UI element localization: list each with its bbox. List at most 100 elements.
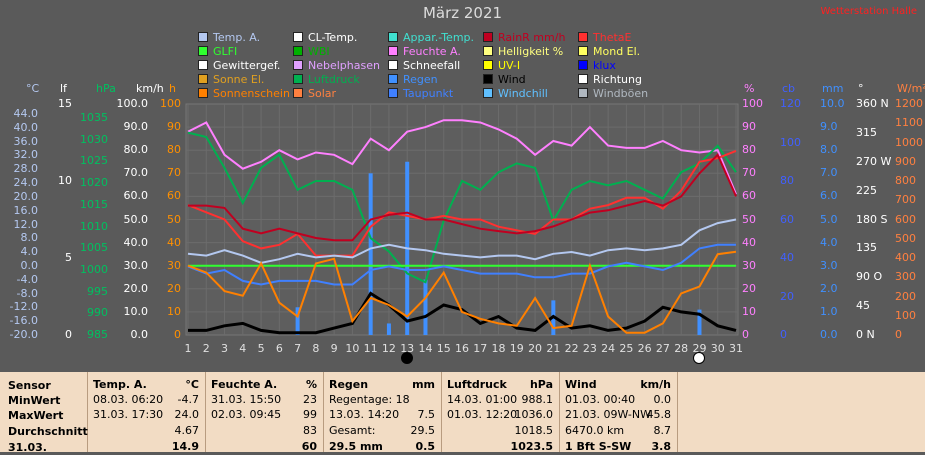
stats-hum-column: Feuchte A.% 31.03. 15:50 23 02.03. 09:45 99 8… [205, 372, 324, 453]
axis-unit-label: W/m² [897, 82, 925, 95]
legend-item[interactable]: Temp. A. [198, 31, 260, 45]
legend-label: Luftdruck [308, 73, 360, 86]
series-line [188, 153, 737, 242]
axis-tick-label: 900 [895, 154, 916, 168]
axis-tick-label: 100 [780, 135, 801, 149]
x-tick-label: 9 [331, 342, 338, 355]
legend-item[interactable]: Windböen [578, 87, 648, 101]
legend-item[interactable]: Gewittergef. [198, 59, 280, 73]
legend-label: UV-I [498, 59, 521, 72]
legend-item[interactable]: Taupunkt [388, 87, 453, 101]
legend-item[interactable]: Nebelphasen [293, 59, 380, 73]
x-tick-label: 29 [692, 342, 706, 355]
stats-value: 99 [303, 408, 317, 421]
full-moon-icon [693, 352, 706, 364]
axis-tick-label: 1000 [895, 135, 923, 149]
legend-item[interactable]: klux [578, 59, 616, 73]
series-line [187, 131, 737, 284]
axis-tick-label: 4.0 [820, 235, 838, 249]
axis-tick-label: 80 [742, 143, 756, 157]
x-tick-label: 26 [638, 342, 652, 355]
axis-tick-label: -16.0 [9, 314, 38, 328]
legend-label: klux [593, 59, 616, 72]
legend-item[interactable]: CL-Temp. [293, 31, 357, 45]
x-tick-label: 10 [345, 342, 359, 355]
legend-label: Feuchte A. [403, 45, 461, 58]
legend-item[interactable]: ThetaE [578, 31, 631, 45]
legend-item[interactable]: Wind [483, 73, 526, 87]
axis-tick-label: 12.0 [13, 217, 39, 231]
legend-label: Helligkeit % [498, 45, 564, 58]
x-tick-label: 5 [258, 342, 265, 355]
stats-value: 23 [303, 393, 317, 406]
legend-swatch [198, 32, 208, 42]
axis-tick-label: 5.0 [820, 212, 838, 226]
legend-item[interactable]: Sonne El. [198, 73, 264, 87]
stats-when: 14.03. 01:00 [447, 393, 518, 406]
legend-item[interactable]: Regen [388, 73, 438, 87]
grid [186, 104, 738, 335]
legend-item[interactable]: Helligkeit % [483, 45, 563, 59]
axis-tick-label: 40 [167, 235, 181, 249]
axis-tick-label: 600 [895, 212, 916, 226]
axis-tick-label: 7.0 [820, 166, 838, 180]
legend-label: ThetaE [593, 31, 632, 44]
axis-tick-label: 300 [895, 270, 916, 284]
legend-label: Nebelphasen [308, 59, 380, 72]
legend-item[interactable]: Richtung [578, 73, 642, 87]
stats-when: 31.03. 17:30 [93, 408, 164, 421]
x-tick-label: 28 [674, 342, 688, 355]
rain-bar [368, 173, 373, 335]
legend-item[interactable]: Windchill [483, 87, 548, 101]
axis-tick-label: 1.0 [820, 304, 838, 318]
legend-item[interactable]: Sonnenschein [198, 87, 290, 101]
legend-swatch [388, 46, 398, 56]
legend-item[interactable]: WBI [293, 45, 330, 59]
x-tick-label: 6 [276, 342, 283, 355]
stats-when: 29.5 mm [329, 440, 383, 453]
legend-item[interactable]: Feuchte A. [388, 45, 461, 59]
axis-tick-label: 5 [65, 251, 72, 264]
rain-bar [386, 323, 391, 335]
stats-rain-column: Regen mm Regentage: 18 13.03. 14:20 7.5 Gesam… [323, 372, 442, 453]
axis-tick-label: 60 [780, 212, 794, 226]
axis-tick-label: 70 [167, 166, 181, 180]
x-tick-label: 13 [400, 342, 414, 355]
axis-tick-label: 1030 [80, 132, 108, 146]
x-tick-label: 1 [185, 342, 192, 355]
legend-item[interactable]: Luftdruck [293, 73, 360, 87]
legend-swatch [198, 46, 208, 56]
axis-tick-label: 0.0 [130, 328, 149, 341]
axis-tick-label: 20 [780, 289, 794, 303]
stats-value: 83 [303, 424, 317, 437]
stats-unit: hPa [529, 378, 553, 391]
axis-tick-label: 90.0 [123, 120, 149, 134]
stats-when: 08.03. 06:20 [93, 393, 164, 406]
legend-item[interactable]: Solar [293, 87, 336, 101]
axis-tick-label: 30 [167, 258, 181, 272]
legend-swatch [388, 74, 398, 84]
legend-item[interactable]: Mond El. [578, 45, 640, 59]
legend-item[interactable]: UV-I [483, 59, 520, 73]
axis-tick-label: 270 W [856, 154, 892, 168]
legend-item[interactable]: Appar.-Temp. [388, 31, 474, 45]
legend-item[interactable]: RainR mm/h [483, 31, 565, 45]
legend-label: Appar.-Temp. [403, 31, 475, 44]
axis-tick-label: 995 [87, 284, 108, 298]
x-tick-label: 16 [455, 342, 469, 355]
stats-unit: mm [412, 378, 435, 391]
axis-unit-label: lf [60, 82, 67, 95]
station-link[interactable]: Wetterstation Halle [820, 6, 917, 17]
axis-tick-label: 990 [87, 306, 108, 320]
weather-chart: 1 2 3 4 5 6 7 8 9 10 11 12 13 14 15 16 17 18 19 20 21 22 23 24 2… [185, 103, 743, 355]
legend-item[interactable]: GLFI [198, 45, 237, 59]
axis-tick-label: 50.0 [123, 212, 149, 226]
rain-bar [295, 307, 300, 335]
axis-tick-label: 1010 [80, 219, 108, 233]
stats-unit: % [305, 378, 317, 391]
axis-tick-label: -4.0 [16, 272, 38, 286]
axis-tick-label: 45 [856, 299, 870, 313]
legend-item[interactable]: Schneefall [388, 59, 460, 73]
axis-tick-label: 20 [742, 281, 756, 295]
axis-tick-label: 100 [160, 97, 181, 110]
